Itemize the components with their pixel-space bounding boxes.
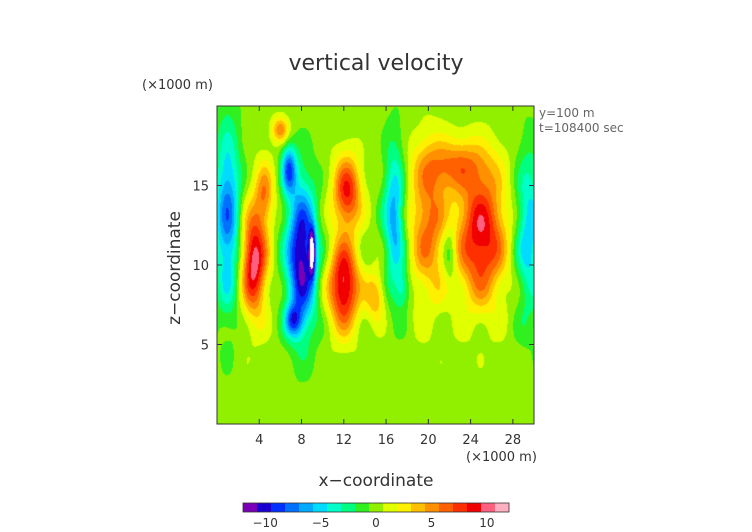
x-tick-label: 20 [420,433,437,448]
y-axis-label: z−coordinate [165,211,185,325]
colorbar-swatch [355,503,370,512]
colorbar-swatch [299,503,314,512]
colorbar-swatch [369,503,384,512]
y-tick-label: 5 [201,339,209,354]
colorbar-tick-label: 5 [428,516,436,530]
colorbar-swatch [257,503,272,512]
colorbar-ticks: −10 −5 0 5 10 [253,516,495,530]
x-tick-label: 8 [297,433,305,448]
colorbar-frame [242,502,510,513]
colorbar-tick-label: 10 [479,516,494,530]
colorbar-tick-label: −10 [253,516,278,530]
colorbar-swatch [453,503,468,512]
colorbar-swatch [243,503,258,512]
colorbar-swatch [411,503,426,512]
y-axis-ticks: 5 10 15 [192,180,534,354]
colorbar-swatch [481,503,496,512]
x-tick-label: 4 [255,433,263,448]
x-unit-label: (×1000 m) [466,450,537,465]
x-tick-label: 24 [462,433,479,448]
colorbar-tick-label: 0 [372,516,380,530]
heatmap-plot-area [216,105,535,425]
heatmap-field [217,106,534,424]
colorbar-swatch [467,503,482,512]
x-axis-label: x−coordinate [319,471,434,491]
y-tick-label: 15 [192,180,209,195]
colorbar-swatch [341,503,356,512]
colorbar-swatch [495,503,510,512]
y-unit-label: (×1000 m) [142,78,213,93]
colorbar-swatch [383,503,398,512]
colorbar-swatch [439,503,454,512]
x-tick-label: 28 [505,433,522,448]
colorbar [243,503,510,512]
chart-title: vertical velocity [288,51,463,76]
colorbar-swatch [327,503,342,512]
colorbar-swatch [285,503,300,512]
x-tick-label: 12 [336,433,353,448]
annotation-time: t=108400 sec [539,121,624,135]
colorbar-swatch [313,503,328,512]
colorbar-swatch [271,503,286,512]
annotation-y-position: y=100 m [539,106,595,120]
colorbar-swatch [397,503,412,512]
y-tick-label: 10 [192,259,209,274]
colorbar-tick-label: −5 [312,516,330,530]
x-axis-ticks: 4 8 12 16 20 24 28 [255,106,521,448]
x-tick-label: 16 [378,433,395,448]
colorbar-swatch [425,503,440,512]
